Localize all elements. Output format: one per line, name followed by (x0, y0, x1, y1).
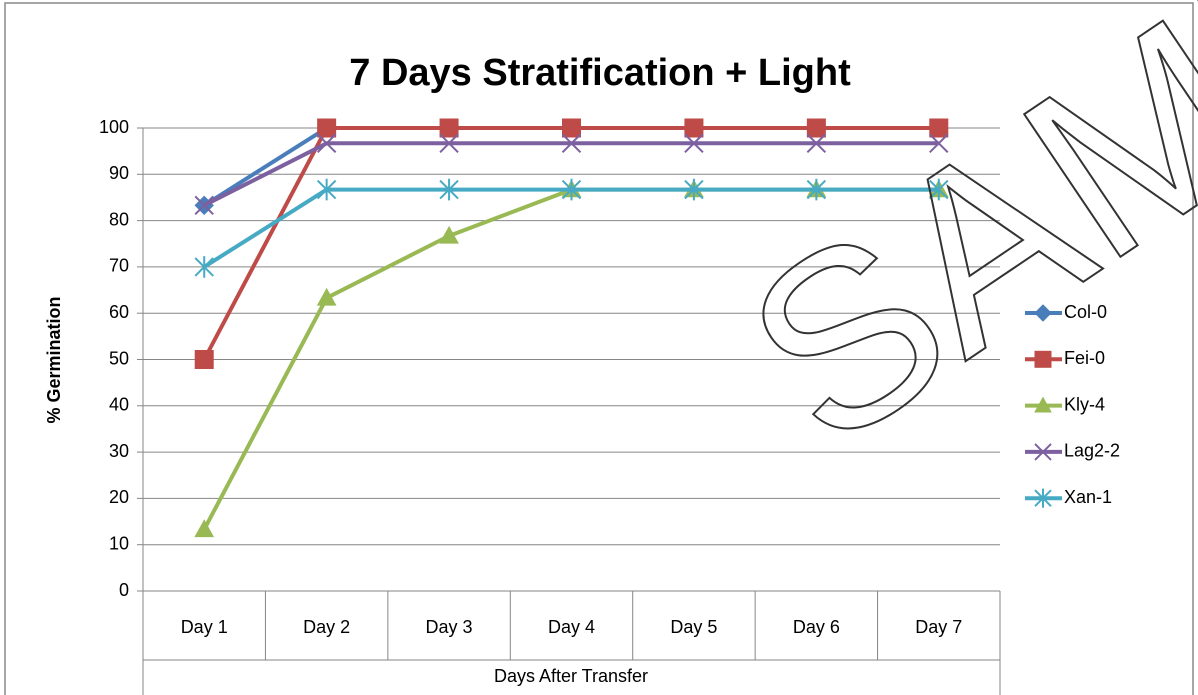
marker (562, 118, 581, 138)
y-tick-label: 60 (109, 302, 129, 322)
y-tick-label: 30 (109, 441, 129, 461)
y-tick-label: 80 (109, 209, 129, 229)
y-tick-label: 40 (109, 395, 129, 415)
chart-title: 7 Days Stratification + Light (349, 52, 851, 94)
legend-label: Col-0 (1064, 302, 1107, 322)
x-tick-label: Day 1 (181, 617, 228, 637)
x-tick-label: Day 7 (915, 617, 962, 637)
marker (439, 133, 459, 153)
legend-label: Xan-1 (1064, 487, 1112, 507)
marker (806, 133, 827, 153)
marker (194, 350, 214, 369)
marker (439, 225, 459, 244)
marker (194, 195, 214, 216)
x-tick-label: Day 6 (793, 617, 840, 637)
marker (1034, 396, 1052, 413)
legend-label: Kly-4 (1064, 394, 1105, 414)
marker (684, 118, 704, 138)
marker (1034, 488, 1052, 508)
y-tick-label: 100 (99, 117, 129, 137)
marker (316, 178, 337, 201)
y-tick-label: 20 (109, 487, 129, 507)
x-tick-label: Day 3 (426, 617, 473, 637)
marker (561, 133, 582, 153)
marker (929, 133, 949, 153)
marker (439, 178, 459, 201)
marker (1034, 443, 1052, 461)
y-tick-label: 70 (109, 256, 129, 276)
marker (194, 256, 214, 278)
x-axis-title: Days After Transfer (494, 666, 648, 686)
marker (194, 519, 215, 538)
marker (317, 118, 337, 138)
y-tick-label: 50 (109, 348, 129, 368)
chart-border (4, 2, 1194, 695)
legend-label: Lag2-2 (1064, 441, 1120, 461)
y-tick-label: 10 (109, 533, 129, 553)
marker (806, 118, 826, 138)
marker (929, 178, 949, 201)
x-tick-label: Day 4 (548, 617, 595, 637)
series (194, 133, 949, 216)
marker (1034, 304, 1052, 322)
x-tick-label: Day 2 (303, 617, 350, 637)
y-tick-label: 0 (119, 580, 129, 600)
marker (561, 178, 582, 201)
y-tick-label: 90 (109, 163, 129, 183)
legend-label: Fei-0 (1064, 348, 1105, 368)
marker (1034, 350, 1052, 368)
y-axis-title: % Germination (44, 296, 64, 423)
marker (684, 178, 704, 201)
x-tick-label: Day 5 (670, 617, 717, 637)
marker (439, 118, 459, 138)
marker (316, 133, 337, 153)
series (194, 118, 949, 369)
series (194, 178, 949, 278)
marker (806, 178, 827, 201)
marker (684, 133, 704, 153)
marker (316, 287, 337, 306)
marker (929, 118, 949, 138)
